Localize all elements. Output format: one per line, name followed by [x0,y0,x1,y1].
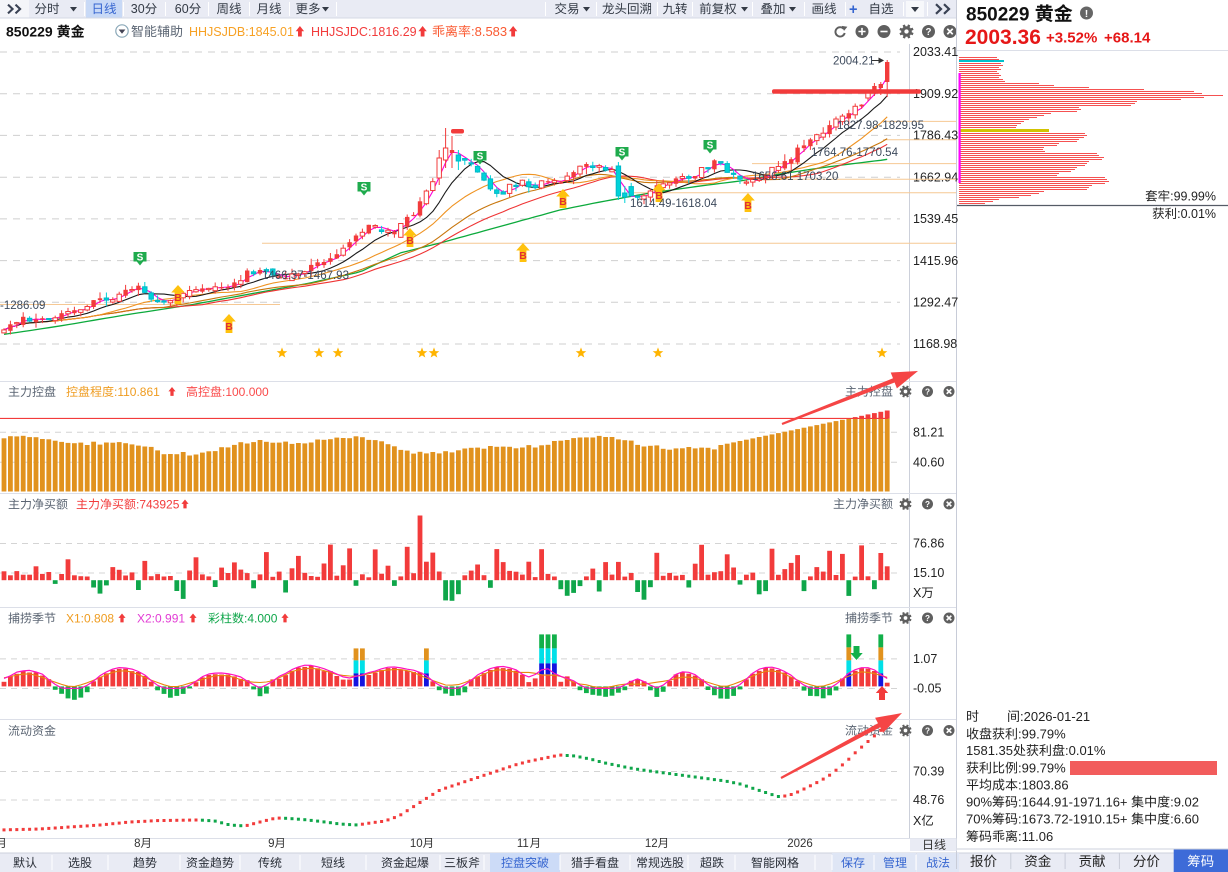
svg-text:1909.92: 1909.92 [913,87,958,101]
svg-text::11.06: :11.06 [1018,829,1053,844]
svg-text:1415.96: 1415.96 [913,254,958,268]
svg-text:B: B [519,250,527,262]
svg-text:70%: 70% [966,812,992,827]
svg-text:2004.21: 2004.21 [833,56,875,68]
svg-text:15.10: 15.10 [913,566,944,580]
svg-text:70.39: 70.39 [913,765,944,779]
svg-text::99.99%: :99.99% [1170,190,1216,204]
svg-text:S: S [477,152,484,163]
svg-text:1764.76-1770.54: 1764.76-1770.54 [811,147,899,159]
svg-text:S: S [361,183,368,194]
svg-text:850229: 850229 [6,24,53,40]
svg-text:?: ? [925,388,930,397]
svg-text:-0.05: -0.05 [913,682,942,696]
svg-text:1786.43: 1786.43 [913,129,958,143]
svg-text::1803.86: :1803.86 [1018,778,1069,793]
svg-text:90%: 90% [966,795,992,810]
svg-text::0.01%: :0.01% [1177,207,1216,221]
svg-text:12: 12 [645,838,658,850]
svg-text:X: X [913,586,922,600]
svg-text:1168.98: 1168.98 [913,337,957,351]
svg-text::743925: :743925 [136,498,180,512]
svg-text::1644.91-1971.16+: :1644.91-1971.16+ [1018,795,1128,810]
svg-text:HHJSJDC:1816.29: HHJSJDC:1816.29 [311,25,417,39]
svg-text:48.76: 48.76 [913,793,944,807]
svg-text:1827.98-1829.95: 1827.98-1829.95 [837,120,924,132]
svg-text:76.86: 76.86 [913,537,944,551]
svg-text:11: 11 [517,838,529,850]
svg-text:?: ? [925,500,930,509]
svg-text:?: ? [926,27,932,38]
svg-text:?: ? [925,727,930,736]
svg-text:9: 9 [268,838,274,850]
svg-text:X: X [913,814,922,828]
svg-text:2026: 2026 [787,838,813,850]
svg-text::6.60: :6.60 [1170,812,1199,827]
svg-text:1662.94: 1662.94 [913,170,958,184]
svg-text:2003.36: 2003.36 [965,26,1041,49]
svg-text:60: 60 [175,2,189,16]
svg-text::1673.72-1910.15+: :1673.72-1910.15+ [1018,812,1128,827]
svg-text:B: B [406,235,414,247]
svg-text:1581.35: 1581.35 [966,743,1013,758]
svg-text::99.79%: :99.79% [1018,727,1066,742]
svg-text:B: B [744,200,752,212]
svg-text:HHJSJDB:1845.01: HHJSJDB:1845.01 [189,25,294,39]
svg-text:8: 8 [134,838,140,850]
svg-text:30: 30 [131,2,145,16]
svg-text:1656.61 1703.20: 1656.61 1703.20 [752,171,838,183]
svg-text:+68.14: +68.14 [1104,30,1151,47]
svg-text:S: S [137,253,144,264]
svg-text:1466.37-1467.93: 1466.37-1467.93 [262,270,349,282]
svg-text:850229: 850229 [966,5,1029,26]
svg-text:1.07: 1.07 [913,652,937,666]
svg-text:?: ? [925,614,930,623]
svg-text:S: S [619,148,626,159]
svg-text::0.01%: :0.01% [1065,743,1106,758]
svg-text:+: + [849,2,857,18]
svg-text::100.000: :100.000 [222,385,269,399]
svg-text:-1286.09: -1286.09 [0,300,45,312]
svg-text:X1:0.808: X1:0.808 [66,612,114,626]
svg-text:2033.41: 2033.41 [913,45,958,59]
svg-text::8.583: :8.583 [471,24,507,39]
svg-text:B: B [655,190,663,202]
svg-text:B: B [225,321,233,333]
svg-text::4.000: :4.000 [244,612,278,626]
svg-text:X2:0.991: X2:0.991 [137,612,185,626]
svg-text:10: 10 [410,838,423,850]
svg-text::110.861: :110.861 [114,385,160,399]
svg-text:B: B [559,196,567,208]
svg-text:S: S [707,141,714,152]
svg-text:1539.45: 1539.45 [913,212,958,226]
svg-text:+3.52%: +3.52% [1046,30,1097,47]
svg-text:40.60: 40.60 [913,456,944,470]
svg-text::2026-01-21: :2026-01-21 [1020,709,1090,724]
svg-text:81.21: 81.21 [913,426,944,440]
svg-text:1292.47: 1292.47 [913,296,958,310]
svg-text:B: B [174,292,182,304]
svg-text::9.02: :9.02 [1170,795,1199,810]
svg-text:1614.49-1618.04: 1614.49-1618.04 [630,198,718,210]
svg-text:!: ! [1085,8,1089,20]
svg-text::99.79%: :99.79% [1018,761,1066,776]
